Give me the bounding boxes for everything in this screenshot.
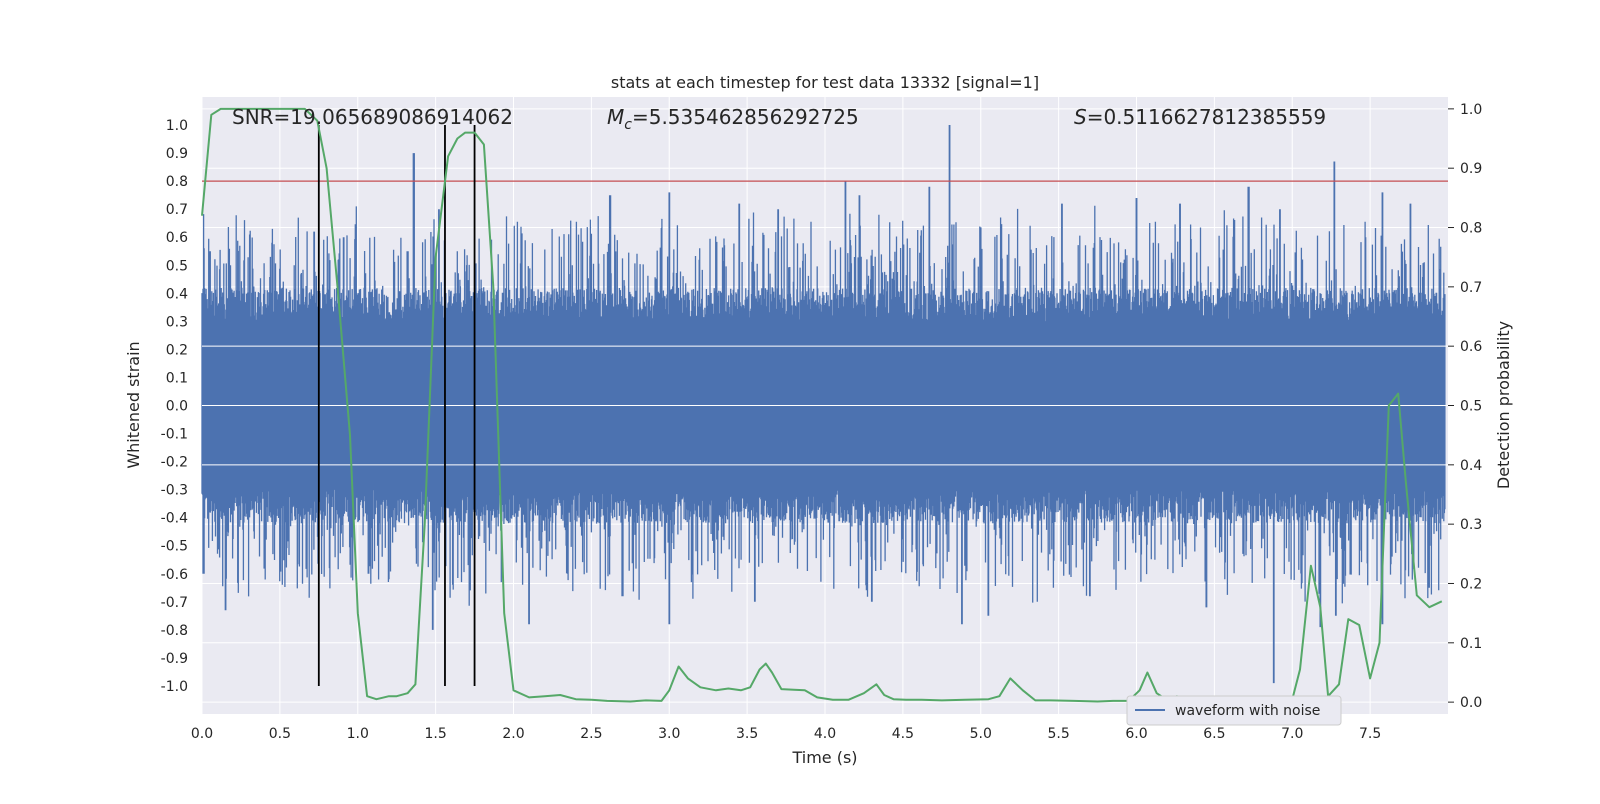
x-tick-label: 6.0 (1125, 726, 1147, 742)
x-tick-label: 2.0 (502, 726, 524, 742)
y-left-tick-label: 0.4 (166, 286, 188, 302)
y-left-tick-label: 0.1 (166, 370, 188, 386)
y-left-tick-label: 0.6 (166, 230, 188, 246)
y-left-tick-label: -0.4 (161, 511, 188, 527)
y-left-tick-label: 1.0 (166, 118, 188, 134)
y-left-tick-label: -0.1 (161, 427, 188, 443)
x-tick-label: 0.5 (269, 726, 291, 742)
x-tick-label: 1.5 (424, 726, 446, 742)
y-left-tick-label: -0.9 (161, 651, 188, 667)
chirp-mass-value: =5.535462856292725 (632, 105, 859, 129)
chart-title: stats at each timestep for test data 133… (611, 73, 1039, 92)
y-left-tick-label: -0.7 (161, 595, 188, 611)
y-left-tick-label: 0.5 (166, 258, 188, 274)
snr-fraction-annotation: S=0.5116627812385559 (1074, 105, 1326, 129)
y-left-tick-label: 0.9 (166, 146, 188, 162)
x-tick-label: 7.0 (1281, 726, 1303, 742)
y-left-tick-label: -0.8 (161, 623, 188, 639)
y-left-tick-label: -0.3 (161, 483, 188, 499)
x-tick-label: 5.5 (1047, 726, 1069, 742)
s-symbol: S (1074, 105, 1087, 129)
y-axis-label-right: Detection probability (1494, 321, 1513, 489)
y-right-tick-label: 0.3 (1460, 517, 1482, 533)
y-left-tick-label: 0.7 (166, 202, 188, 218)
x-tick-label: 4.5 (892, 726, 914, 742)
y-right-tick-label: 1.0 (1460, 102, 1482, 118)
y-right-tick-label: 0.0 (1460, 695, 1482, 711)
y-left-tick-label: 0.3 (166, 314, 188, 330)
y-right-tick-label: 0.8 (1460, 221, 1482, 237)
y-right-tick-label: 0.5 (1460, 399, 1482, 415)
x-tick-label: 7.5 (1359, 726, 1381, 742)
x-tick-label: 0.0 (191, 726, 213, 742)
s-value: =0.5116627812385559 (1087, 105, 1326, 129)
y-right-tick-label: 0.7 (1460, 280, 1482, 296)
y-left-tick-label: -0.5 (161, 539, 188, 555)
y-left-tick-label: -0.6 (161, 567, 188, 583)
legend-box (1126, 695, 1342, 726)
legend: waveform with noise (1126, 695, 1342, 726)
x-tick-labels: 0.0 0.5 1.0 1.5 2.0 2.5 3.0 3.5 4.0 4.5 5.0 5.5 6.0 6… (191, 726, 1381, 742)
x-tick-label: 1.0 (347, 726, 369, 742)
y-right-tick-label: 0.4 (1460, 458, 1482, 474)
y-right-tick-label: 0.2 (1460, 576, 1482, 592)
snr-annotation: SNR=19.065689086914062 (232, 105, 513, 129)
legend-label: waveform with noise (1175, 703, 1320, 719)
y-left-tick-labels: 1.0 0.9 0.8 0.7 0.6 0.5 0.4 0.3 0.2 0.1 0.0 -0.1 -0.… (161, 118, 188, 695)
y-left-tick-label: 0.0 (166, 399, 188, 415)
y-right-tick-label: 0.9 (1460, 161, 1482, 177)
chirp-mass-symbol: M (607, 105, 624, 129)
x-axis-label: Time (s) (791, 748, 857, 767)
chirp-mass-subscript: c (624, 117, 632, 133)
y-right-tick-label: 0.1 (1460, 636, 1482, 652)
chirp-mass-annotation: Mc=5.535462856292725 (607, 105, 859, 133)
waveform-series (201, 125, 1448, 684)
y-right-tick-label: 0.6 (1460, 339, 1482, 355)
x-tick-label: 4.0 (814, 726, 836, 742)
x-tick-label: 6.5 (1203, 726, 1225, 742)
y-axis-label-left: Whitened strain (124, 341, 143, 468)
y-left-tick-label: 0.8 (166, 174, 188, 190)
x-tick-label: 3.0 (658, 726, 680, 742)
x-tick-label: 5.0 (970, 726, 992, 742)
vertical-markers (317, 125, 476, 686)
x-tick-label: 2.5 (580, 726, 602, 742)
y-left-tick-label: 0.2 (166, 342, 188, 358)
y-left-tick-label: -1.0 (161, 679, 188, 695)
y-right-tick-labels: 1.0 0.9 0.8 0.7 0.6 0.5 0.4 0.3 0.2 0.1 0.0 (1448, 102, 1482, 711)
x-tick-label: 3.5 (736, 726, 758, 742)
y-left-tick-label: -0.2 (161, 455, 188, 471)
